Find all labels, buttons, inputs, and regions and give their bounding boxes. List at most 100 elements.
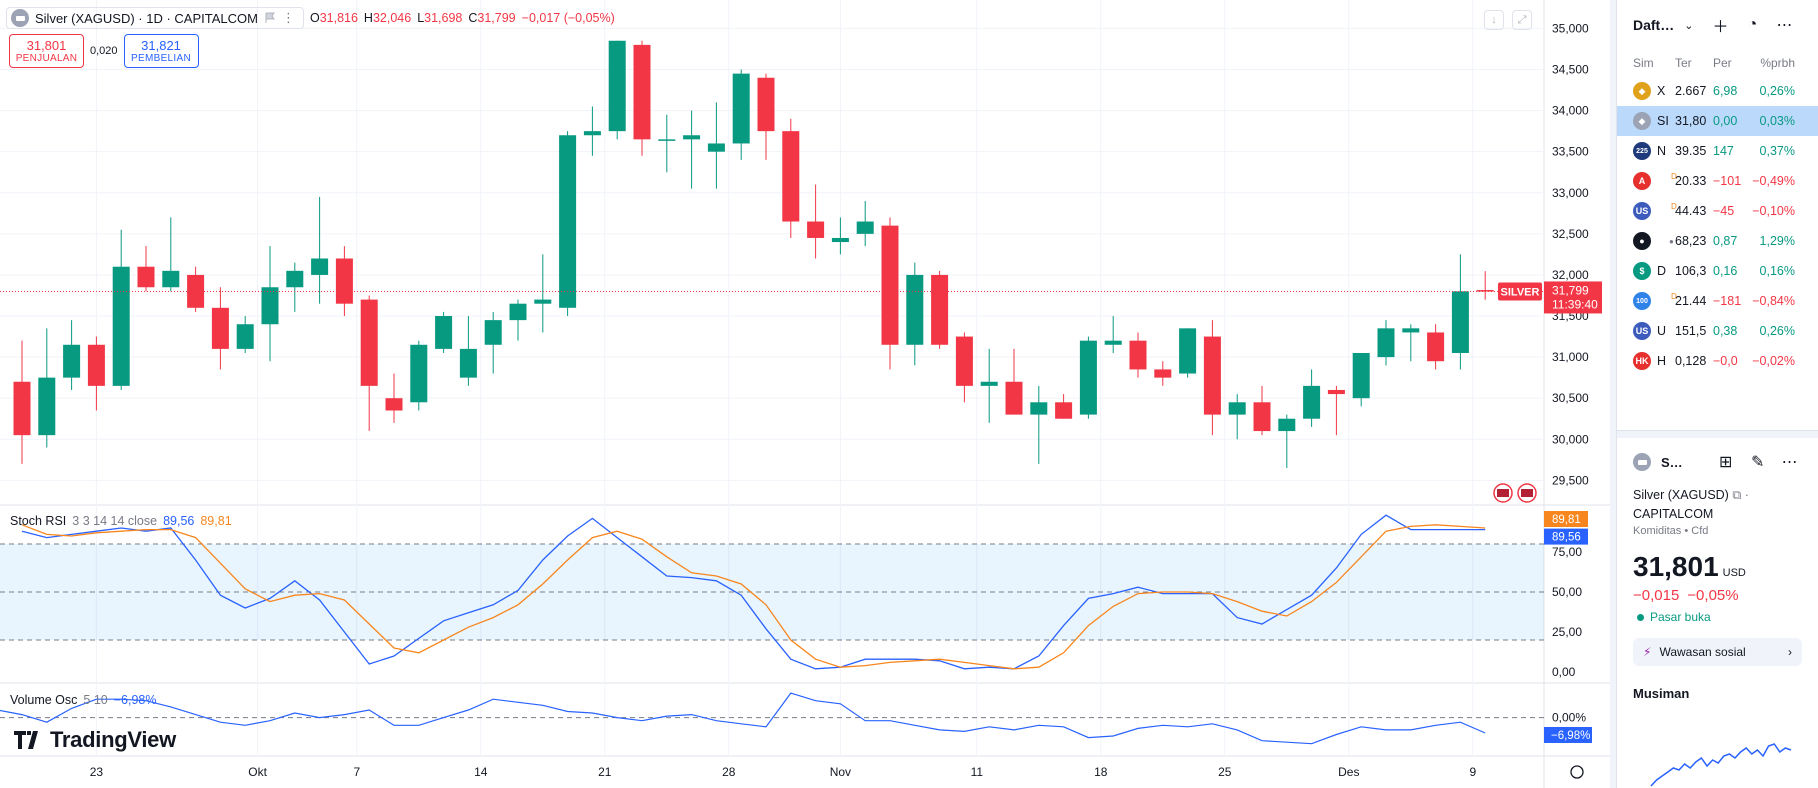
sell-button[interactable]: 31,801 PENJUALAN xyxy=(9,34,84,68)
candle-body xyxy=(1228,402,1246,415)
symbol-logo-icon: ◆ xyxy=(1633,112,1651,130)
volume-osc-tag-value: −6,98% xyxy=(1551,730,1590,742)
details-name[interactable]: Silver (XAGUSD) xyxy=(1633,488,1729,502)
watchlist-row[interactable]: ◆ X 2.667 6,98 0,26% xyxy=(1617,76,1818,106)
right-sidebar: Daft… ⌄ ＋ ◔ ⋯ Sim Ter Per %prbh ◆ X 2.667 6… xyxy=(1616,0,1818,788)
tradingview-logo[interactable]: TradingView xyxy=(14,727,176,753)
grid-icon[interactable]: ⊞ xyxy=(1718,454,1733,471)
watchlist-row[interactable]: 225 N 39.35 147 0,37% xyxy=(1617,136,1818,166)
watchlist-last: 2.667 xyxy=(1675,84,1707,98)
candle-body xyxy=(1476,290,1494,292)
candle-body xyxy=(534,299,552,304)
fullscreen-icon[interactable]: ⤢ xyxy=(1512,10,1532,30)
watchlist-symbol: N xyxy=(1657,144,1667,158)
candle-body xyxy=(707,143,725,152)
last-price-tag xyxy=(1544,281,1602,314)
watchlist-symbol: X xyxy=(1657,84,1666,98)
watchlist-change-pct: −0,02% xyxy=(1752,354,1795,368)
flag-icon[interactable] xyxy=(264,12,276,24)
details-currency: USD xyxy=(1722,567,1746,579)
stoch-series-D xyxy=(21,524,1486,670)
candle-body xyxy=(1055,402,1073,419)
watchlist-row[interactable]: 100 D 21.44 −181 −0,84% xyxy=(1617,286,1818,316)
candle-body xyxy=(1154,369,1172,378)
edit-icon[interactable]: ✎ xyxy=(1750,454,1765,471)
volume-osc-params: 5 10 xyxy=(83,693,108,707)
y-tick-label: 34,000 xyxy=(1552,104,1589,118)
watchlist-title[interactable]: Daft… xyxy=(1633,17,1675,33)
watchlist-change-pct: 0,37% xyxy=(1759,144,1795,158)
scroll-down-icon[interactable]: ↓ xyxy=(1484,10,1504,30)
stoch-y-tick-label: 75,00 xyxy=(1552,545,1582,559)
silver-logo-icon xyxy=(1633,453,1651,471)
watchlist-row[interactable]: ◆ SI 31,80 0,00 0,03% xyxy=(1617,106,1818,136)
candle-body xyxy=(1203,336,1221,415)
stoch-rsi-legend[interactable]: Stoch RSI 3 3 14 14 close 89,56 89,81 xyxy=(10,514,232,528)
candle-body xyxy=(1451,291,1469,353)
watchlist-row[interactable]: US D 44.43 −45 −0,10% xyxy=(1617,196,1818,226)
candle-body xyxy=(459,348,477,378)
y-tick-label: 34,500 xyxy=(1552,63,1589,77)
candle-body xyxy=(1327,389,1345,395)
volume-osc-line xyxy=(0,692,1486,745)
symbol-logo-icon: ● xyxy=(1633,232,1651,250)
watchlist-change: 147 xyxy=(1713,144,1734,158)
candle-body xyxy=(1427,332,1445,362)
candle-body xyxy=(1253,402,1271,432)
candle-body xyxy=(1352,352,1370,399)
col-change[interactable]: Per xyxy=(1713,56,1732,70)
watchlist-row[interactable]: US U 151,5 0,38 0,26% xyxy=(1617,316,1818,346)
watchlist-change: 0,38 xyxy=(1713,324,1738,338)
chart-area[interactable]: 35,000 34,500 34,000 33,500 33,000 32,500 32,0… xyxy=(0,0,1610,788)
x-tick-label: 28 xyxy=(722,765,736,779)
watchlist-last: 31,80 xyxy=(1675,114,1707,128)
candle-body xyxy=(955,336,973,386)
watchlist-last: 39.35 xyxy=(1675,144,1707,158)
candle-body xyxy=(1005,381,1023,415)
col-change-pct[interactable]: %prbh xyxy=(1760,56,1795,70)
symbol-selector[interactable]: Silver (XAGUSD) · 1D · CAPITALCOM ⋮ xyxy=(6,7,304,29)
symbol-logo-icon: US xyxy=(1633,202,1651,220)
stoch-k-tag xyxy=(1544,528,1588,545)
watchlist-row[interactable]: A D 20.33 −101 −0,49% xyxy=(1617,166,1818,196)
social-insights-button[interactable]: ⚡ Wawasan sosial › xyxy=(1633,638,1802,666)
external-link-icon[interactable]: ⧉ xyxy=(1732,488,1742,502)
stoch-band-fill xyxy=(0,544,1544,640)
symbol-logo-icon: HK xyxy=(1633,352,1651,370)
details-short-title[interactable]: S… xyxy=(1661,454,1683,470)
watchlist-change-pct: 0,26% xyxy=(1759,324,1795,338)
volume-osc-value: −6,98% xyxy=(113,693,157,707)
candle-body xyxy=(1179,328,1197,374)
panel-separator[interactable] xyxy=(1617,430,1818,438)
settings-gear-icon[interactable] xyxy=(1570,765,1584,779)
candle-body xyxy=(608,40,626,132)
candle-body xyxy=(1402,328,1420,333)
watchlist-row[interactable]: ● ● 68,23 0,87 1,29% xyxy=(1617,226,1818,256)
y-tick-label: 30,500 xyxy=(1552,391,1589,405)
col-last[interactable]: Ter xyxy=(1675,56,1692,70)
watchlist-last: 106,3 xyxy=(1675,264,1707,278)
watchlist-change-pct: 0,26% xyxy=(1759,84,1795,98)
watchlist-row[interactable]: HK H 0,128 −0,0 −0,02% xyxy=(1617,346,1818,376)
more-icon[interactable]: ⋯ xyxy=(1776,17,1793,34)
buy-button[interactable]: 31,821 PEMBELIAN xyxy=(123,34,199,68)
candle-body xyxy=(38,377,56,436)
more-dots-icon[interactable]: ⋮ xyxy=(281,10,295,25)
candle-body xyxy=(112,266,130,386)
seasonals-chart[interactable] xyxy=(1617,728,1818,788)
volume-osc-tag xyxy=(1544,726,1592,743)
tradingview-logo-icon xyxy=(14,731,38,749)
col-symbol[interactable]: Sim xyxy=(1633,56,1654,70)
more-icon[interactable]: ⋯ xyxy=(1781,454,1798,471)
candle-body xyxy=(1278,418,1296,432)
seasonals-title[interactable]: Musiman xyxy=(1633,686,1690,701)
panel-divider[interactable] xyxy=(1610,0,1616,788)
chart-canvas[interactable]: 35,000 34,500 34,000 33,500 33,000 32,500 32,0… xyxy=(0,0,1610,788)
volume-y-tick-label: 0,00% xyxy=(1552,711,1586,725)
symbol-tag-label: SILVER xyxy=(1501,286,1540,298)
volume-osc-legend[interactable]: Volume Osc 5 10 −6,98% xyxy=(10,693,156,707)
chevron-down-icon[interactable]: ⌄ xyxy=(1684,19,1694,32)
add-symbol-icon[interactable]: ＋ xyxy=(1712,19,1729,36)
chart-pie-icon[interactable]: ◔ xyxy=(1747,16,1758,33)
watchlist-row[interactable]: $ D 106,3 0,16 0,16% xyxy=(1617,256,1818,286)
